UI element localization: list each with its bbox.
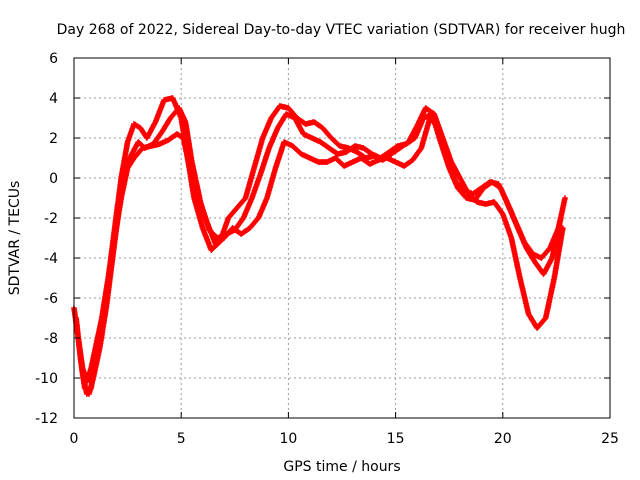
y-tick-label: 6 bbox=[49, 51, 58, 67]
y-tick-label: -2 bbox=[44, 211, 58, 227]
plot-frame bbox=[73, 57, 611, 419]
y-axis-ticks: -12 -10 -8 -6 -4 -2 0 2 4 6 bbox=[35, 51, 610, 427]
x-tick-label: 10 bbox=[279, 431, 297, 447]
y-tick-label: 0 bbox=[49, 171, 58, 187]
x-axis-label: GPS time / hours bbox=[283, 459, 400, 475]
series-pass-3 bbox=[75, 115, 568, 385]
y-tick-label: 2 bbox=[49, 131, 58, 147]
x-tick-label: 25 bbox=[601, 431, 619, 447]
chart-title: Day 268 of 2022, Sidereal Day-to-day VTE… bbox=[57, 22, 626, 38]
x-tick-label: 20 bbox=[494, 431, 512, 447]
y-tick-label: 4 bbox=[49, 91, 58, 107]
y-tick-label: -4 bbox=[44, 251, 58, 267]
y-axis-label: SDTVAR / TECUs bbox=[7, 181, 23, 296]
data-traces bbox=[71, 95, 568, 397]
series-markers bbox=[75, 115, 568, 385]
x-axis-ticks: 0 5 10 15 20 25 bbox=[70, 58, 619, 447]
y-tick-label: -12 bbox=[35, 411, 58, 427]
x-tick-label: 15 bbox=[387, 431, 405, 447]
y-tick-label: -10 bbox=[35, 371, 58, 387]
y-tick-label: -8 bbox=[44, 331, 58, 347]
x-tick-label: 0 bbox=[70, 431, 79, 447]
grid bbox=[74, 58, 610, 418]
y-tick-label: -6 bbox=[44, 291, 58, 307]
x-tick-label: 5 bbox=[177, 431, 186, 447]
